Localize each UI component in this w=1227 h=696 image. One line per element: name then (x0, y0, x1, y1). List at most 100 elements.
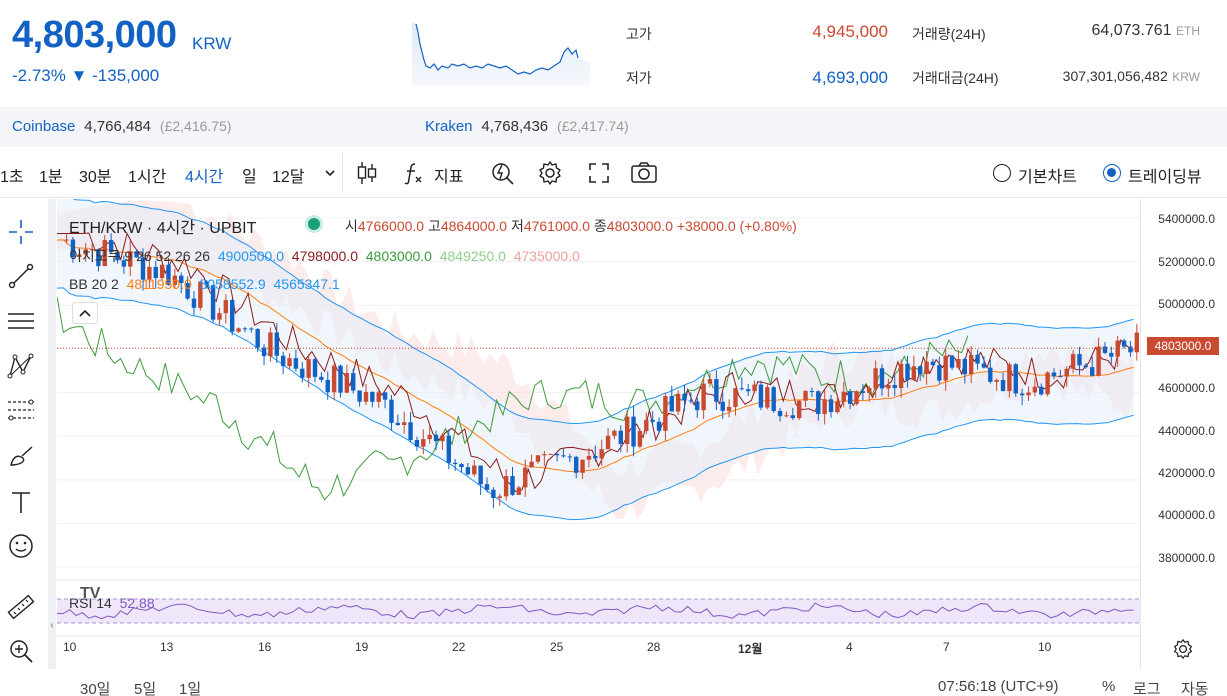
basic-chart-label[interactable]: 기본차트 (1018, 169, 1077, 186)
x-tick: 10 (1038, 640, 1052, 654)
collapse-panel-icon[interactable]: ‹ (50, 620, 54, 631)
candle-body (1026, 392, 1031, 396)
candle-body (395, 422, 401, 425)
tradingview-label[interactable]: 트레이딩뷰 (1128, 169, 1202, 186)
ruler-icon[interactable] (4, 590, 38, 624)
bb-lower: 4565347.1 (273, 276, 340, 292)
emoji-icon[interactable] (4, 529, 38, 563)
timeframe-4h[interactable]: 4시간 (185, 169, 224, 186)
candle-body (898, 363, 904, 389)
chart-settings-gear-icon[interactable] (1172, 638, 1194, 665)
text-tool-icon[interactable] (4, 485, 38, 519)
candle-body (287, 358, 292, 367)
candle-body (656, 421, 662, 431)
exchange-coinbase[interactable]: Coinbase 4,766,484 (£2,416.75) (12, 118, 232, 136)
current-price-tag: 4803000.0 (1147, 337, 1219, 355)
candle-body (268, 332, 273, 357)
candle-body (962, 358, 968, 375)
candle-body (1013, 364, 1018, 394)
candle-body (682, 393, 687, 401)
percent-toggle[interactable]: % (1102, 678, 1116, 695)
price-chart[interactable] (57, 199, 1227, 669)
candle-body (790, 415, 796, 419)
candle-body (446, 435, 451, 463)
candle-body (535, 455, 541, 462)
timeframe-30m[interactable]: 30분 (79, 169, 112, 186)
timeframe-1m[interactable]: 1분 (39, 169, 63, 186)
candle-body (172, 275, 178, 285)
price-axis[interactable] (1140, 199, 1227, 669)
crosshair-icon[interactable] (4, 215, 38, 249)
log-toggle[interactable]: 로그 (1133, 681, 1161, 696)
indicator-button[interactable]: 지표 (434, 169, 464, 186)
timeframe-1h[interactable]: 1시간 (128, 169, 167, 186)
candle-body (96, 249, 101, 267)
candle-body (1064, 368, 1069, 377)
horizontal-lines-icon[interactable] (4, 304, 38, 338)
zoom-in-icon[interactable] (4, 634, 38, 668)
function-icon[interactable] (398, 158, 428, 188)
tradingview-radio[interactable] (1103, 164, 1121, 182)
ohlc-low: 4761000.0 (523, 218, 591, 234)
candle-body (860, 391, 866, 393)
candle-body (835, 401, 840, 413)
basic-chart-radio[interactable] (993, 164, 1011, 182)
bollinger-lower-line (57, 287, 1134, 521)
collapse-legend-button[interactable] (72, 302, 98, 324)
candle-body (930, 361, 936, 366)
candle-body (497, 496, 502, 498)
y-tick: 5000000.0 (1158, 297, 1215, 311)
candle-body (484, 484, 490, 490)
exchange-kraken[interactable]: Kraken 4,768,436 (£2,417.74) (425, 118, 629, 136)
timeframe-1s[interactable]: 1초 (0, 169, 24, 186)
range-5d[interactable]: 5일 (134, 681, 157, 696)
fullscreen-icon[interactable] (584, 158, 614, 188)
range-30d[interactable]: 30일 (80, 681, 111, 696)
timeframe-day[interactable]: 일 (242, 169, 257, 186)
compare-icon[interactable] (488, 158, 518, 188)
trend-line-icon[interactable] (4, 259, 38, 293)
brush-icon[interactable] (4, 440, 38, 474)
candle-body (1039, 386, 1044, 395)
candle-body (351, 373, 356, 391)
candle-body (1051, 372, 1057, 377)
candle-body (319, 376, 324, 380)
candle-body (338, 365, 343, 393)
chevron-down-icon[interactable] (315, 158, 345, 188)
timeframe-12m[interactable]: 12달 (272, 169, 305, 186)
y-tick: 4600000.0 (1158, 381, 1215, 395)
candle-body (771, 387, 776, 411)
exchange-price: 4,768,436 (481, 118, 549, 135)
live-status-dot (308, 218, 320, 230)
fib-retracement-icon[interactable] (4, 393, 38, 427)
candle-body (1070, 354, 1076, 369)
auto-toggle[interactable]: 자동 (1181, 681, 1209, 696)
candle-body (701, 383, 706, 411)
candle-body (542, 454, 547, 456)
candle-body (669, 396, 674, 412)
candle-body (414, 439, 420, 447)
candle-body (427, 434, 432, 440)
x-tick: 13 (160, 640, 174, 654)
candle-body (128, 251, 133, 267)
ichimoku-value-5: 4735000.0 (513, 248, 580, 264)
candle-body (561, 455, 566, 457)
candle-body (465, 467, 471, 475)
x-tick: 4 (846, 640, 853, 654)
candle-body (548, 453, 553, 455)
exchange-price-bar (0, 107, 1227, 147)
ichimoku-value-2: 4798000.0 (291, 248, 358, 264)
candle-body (1096, 346, 1101, 376)
candle-type-icon[interactable] (352, 158, 382, 188)
candle-body (115, 252, 120, 261)
candle-body (166, 264, 171, 285)
pattern-icon[interactable] (4, 349, 38, 383)
range-1d[interactable]: 1일 (179, 681, 202, 696)
camera-icon[interactable] (629, 158, 659, 188)
candle-body (796, 400, 802, 419)
volume-unit: ETH (1176, 24, 1200, 38)
candle-body (140, 257, 146, 280)
amount-label: 거래대금(24H) (912, 70, 999, 86)
settings-gear-icon[interactable] (535, 158, 565, 188)
candle-body (280, 355, 286, 367)
